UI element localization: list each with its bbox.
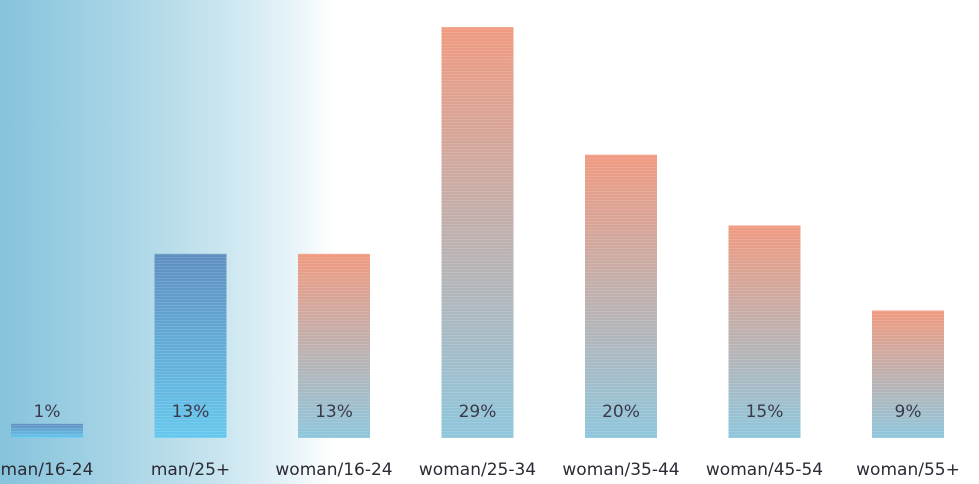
- value-label-woman-35-44: 20%: [602, 402, 640, 422]
- bar-texture-woman-35-44: [585, 154, 657, 438]
- bars-layer: [11, 27, 944, 439]
- value-label-woman-16-24: 13%: [315, 402, 353, 422]
- value-label-woman-55: 9%: [895, 402, 922, 422]
- category-label-man-25: man/25+: [151, 460, 230, 480]
- category-label-man-16-24: man/16-24: [1, 460, 94, 480]
- bar-texture-woman-55: [872, 310, 944, 438]
- value-label-man-25: 13%: [172, 402, 210, 422]
- category-label-woman-25-34: woman/25-34: [419, 460, 536, 480]
- value-label-woman-45-54: 15%: [746, 402, 784, 422]
- value-label-woman-25-34: 29%: [459, 402, 497, 422]
- value-labels-layer: 1% 13% 13% 29% 20% 15% 9%: [34, 402, 922, 422]
- value-label-man-16-24: 1%: [34, 402, 61, 422]
- bar-texture-woman-25-34: [441, 27, 514, 439]
- bar-texture-woman-45-54: [728, 225, 801, 438]
- category-label-woman-45-54: woman/45-54: [706, 460, 823, 480]
- bar-texture-woman-16-24: [298, 253, 370, 438]
- category-label-woman-35-44: woman/35-44: [562, 460, 679, 480]
- bar-texture-man-25: [154, 253, 227, 438]
- category-label-woman-55: woman/55+: [856, 460, 960, 480]
- bar-texture-man-16-24: [11, 423, 83, 438]
- category-label-woman-16-24: woman/16-24: [275, 460, 392, 480]
- category-labels-layer: man/16-24 man/25+ woman/16-24 woman/25-34 wo…: [1, 460, 960, 480]
